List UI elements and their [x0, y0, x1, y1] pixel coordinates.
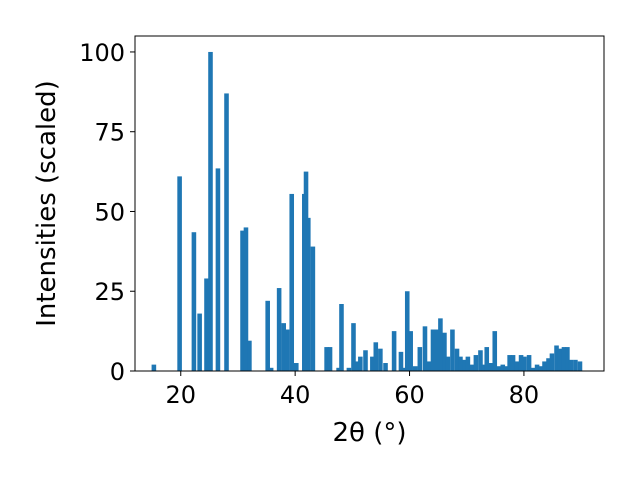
- bar: [565, 347, 570, 371]
- bar: [191, 232, 197, 371]
- bar: [426, 361, 432, 371]
- bar: [289, 193, 295, 371]
- bar: [518, 355, 524, 371]
- x-tick-label: 20: [165, 381, 196, 409]
- bar: [370, 356, 375, 371]
- bar: [430, 329, 436, 371]
- x-tick-label: 40: [280, 381, 311, 409]
- bar: [481, 364, 487, 371]
- bar: [373, 342, 379, 371]
- bar: [496, 366, 502, 371]
- bar: [454, 348, 460, 371]
- bar: [510, 355, 516, 371]
- y-axis-label: Intensities (scaled): [32, 80, 62, 327]
- bars-group: [151, 51, 583, 372]
- bar: [438, 318, 443, 371]
- bar: [336, 367, 341, 371]
- bar: [488, 363, 494, 371]
- bar: [339, 304, 344, 371]
- bar: [265, 300, 270, 371]
- x-tick-label: 60: [394, 381, 425, 409]
- bar: [434, 329, 439, 371]
- bar: [197, 313, 202, 371]
- bar: [354, 361, 360, 371]
- bar: [391, 331, 397, 371]
- bar: [573, 359, 578, 371]
- bar: [327, 347, 333, 371]
- bar: [398, 351, 404, 371]
- bar: [514, 361, 520, 371]
- bar: [351, 323, 356, 371]
- bar: [577, 361, 583, 371]
- bar: [247, 340, 252, 371]
- bar: [215, 168, 221, 371]
- bar: [268, 367, 274, 371]
- bar: [526, 355, 532, 371]
- bar: [503, 366, 509, 371]
- bar: [240, 230, 245, 371]
- bar: [500, 364, 506, 371]
- bar: [346, 367, 352, 371]
- bar: [445, 356, 451, 371]
- bar: [204, 278, 209, 371]
- bar: [306, 217, 311, 371]
- bar: [549, 353, 555, 371]
- bar: [554, 345, 559, 371]
- bar: [534, 364, 540, 371]
- bar: [442, 332, 447, 371]
- bar: [243, 227, 249, 371]
- bar: [177, 176, 182, 371]
- bar: [363, 350, 368, 371]
- bar: [546, 358, 551, 371]
- bar: [484, 347, 490, 371]
- x-tick-label: 80: [509, 381, 540, 409]
- bar: [530, 367, 536, 371]
- y-tick-label: 75: [94, 119, 125, 147]
- bar: [383, 363, 388, 371]
- bar: [462, 359, 467, 371]
- plot-frame: [134, 35, 605, 372]
- y-axis-ticks: 0 25 50 75 100: [79, 39, 135, 386]
- bar: [557, 348, 563, 371]
- bar: [284, 329, 290, 371]
- bar: [542, 361, 547, 371]
- y-tick-label: 25: [94, 278, 125, 306]
- bar: [465, 356, 471, 371]
- bar: [224, 93, 229, 372]
- bar: [507, 355, 512, 371]
- x-axis-label: 2θ (°): [332, 418, 406, 448]
- bar: [478, 350, 483, 371]
- bar: [522, 356, 527, 371]
- bar: [473, 355, 479, 371]
- bar: [401, 367, 407, 371]
- bar: [208, 51, 213, 371]
- bar: [450, 329, 455, 371]
- bar: [358, 356, 363, 371]
- bar: [151, 364, 157, 371]
- bar: [561, 347, 567, 371]
- bar: [408, 331, 413, 371]
- y-tick-label: 100: [79, 39, 125, 67]
- bar: [538, 366, 544, 371]
- y-tick-label: 50: [94, 198, 125, 226]
- bar: [324, 347, 329, 371]
- bar: [281, 323, 286, 371]
- bar: [378, 348, 383, 371]
- bar: [404, 291, 410, 371]
- bar: [310, 246, 316, 371]
- y-tick-label: 0: [110, 358, 125, 386]
- bar: [417, 347, 423, 371]
- bar: [422, 326, 428, 371]
- bar: [412, 366, 418, 371]
- bar: [276, 288, 282, 371]
- bar: [469, 364, 475, 371]
- x-axis-ticks: 20 40 60 80: [165, 371, 539, 409]
- bar: [492, 331, 498, 371]
- bar: [568, 359, 574, 371]
- bar: [294, 363, 299, 371]
- bar: [458, 356, 463, 371]
